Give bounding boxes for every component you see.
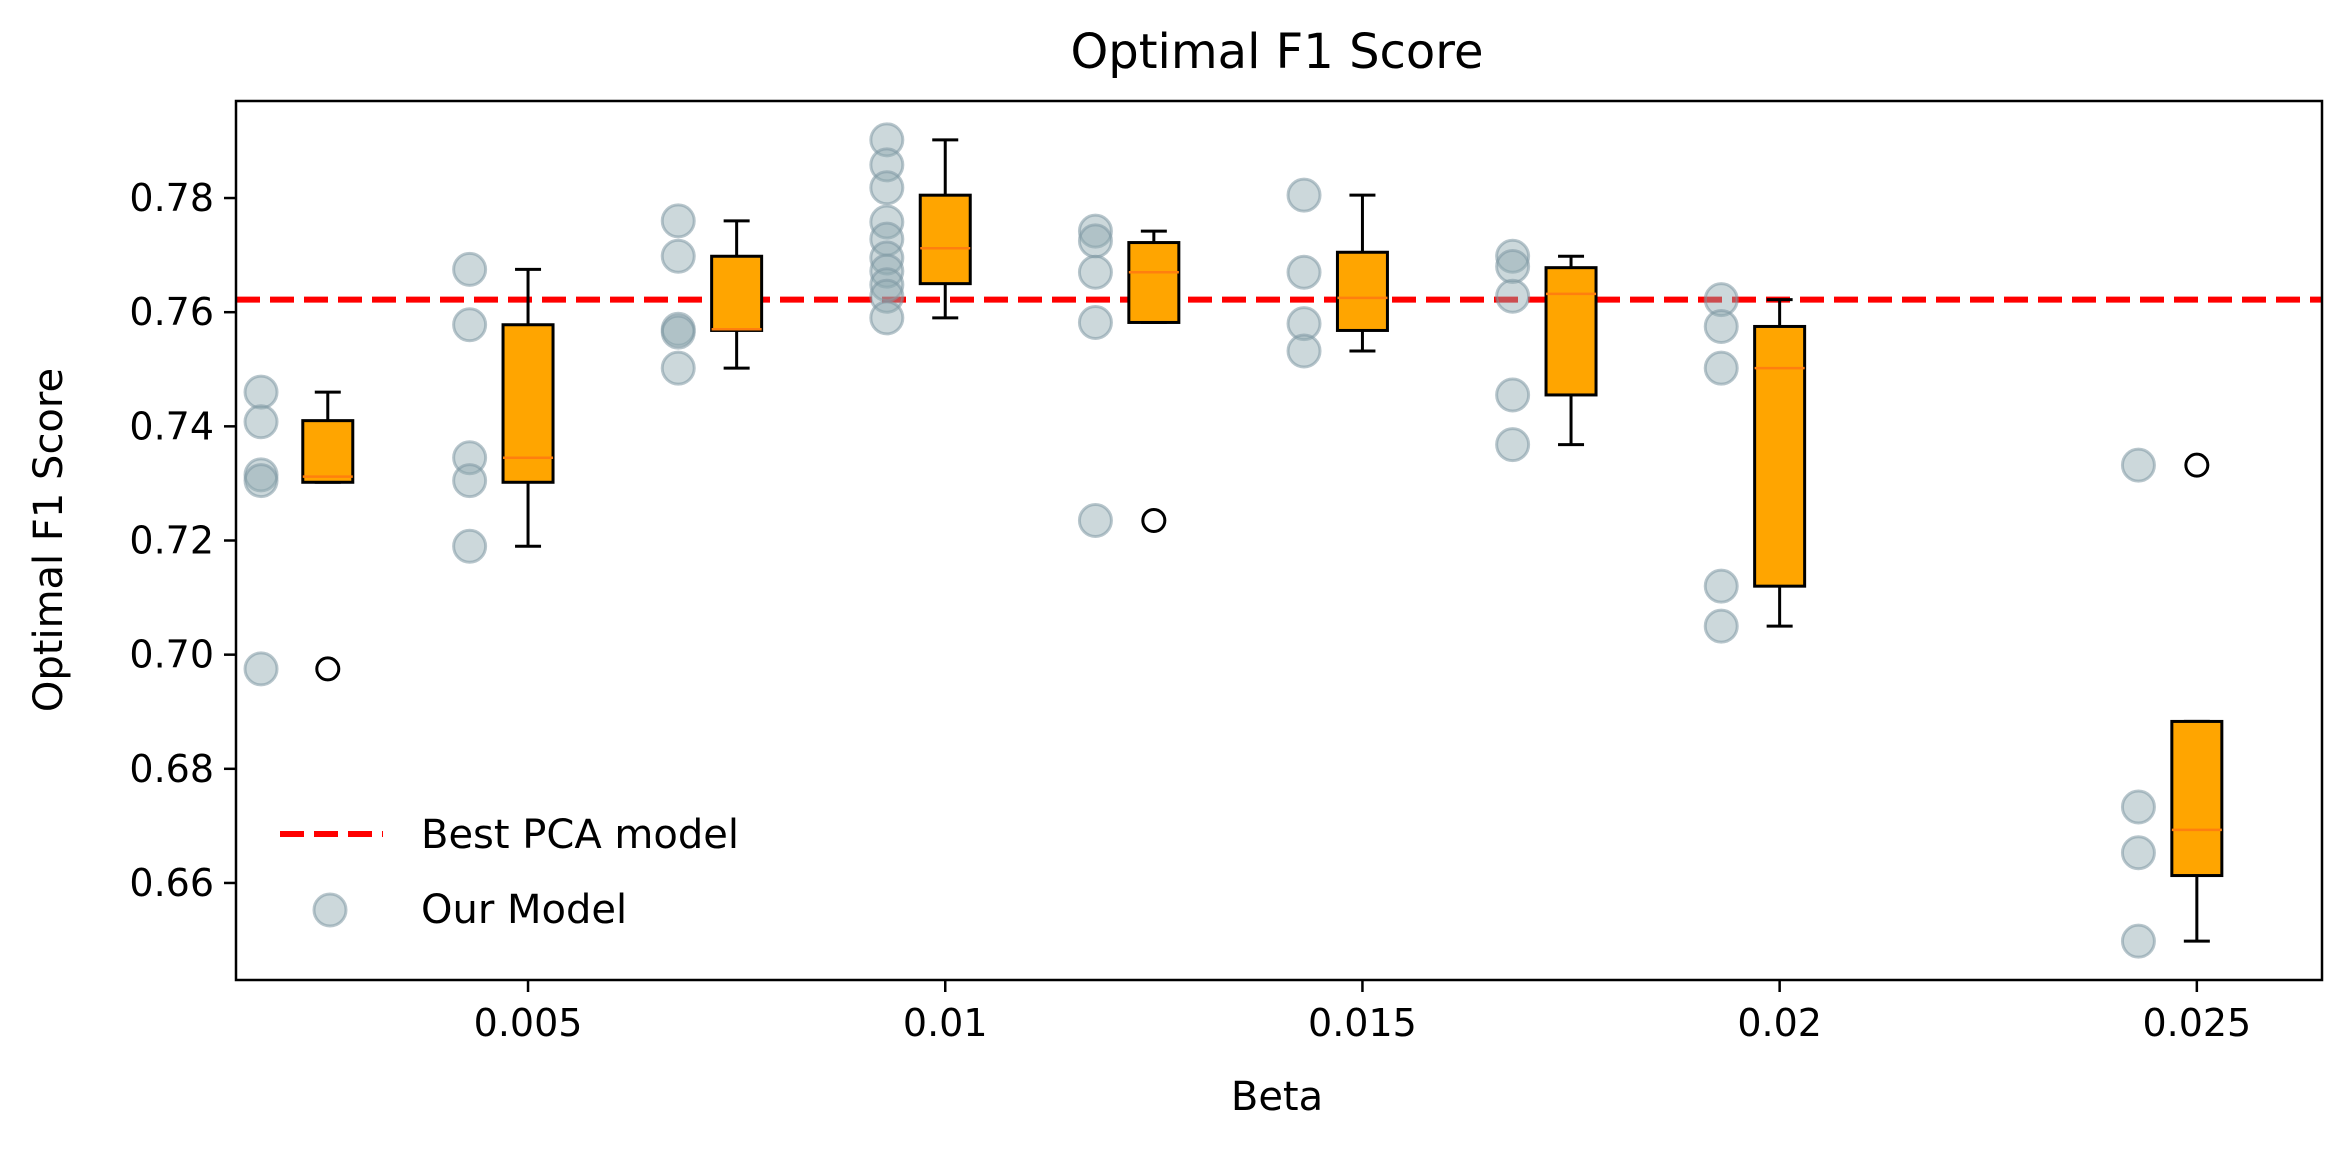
y-tick-label: 0.72 <box>129 519 214 563</box>
x-tick-label: 0.025 <box>2142 1001 2251 1045</box>
scatter-point <box>1703 308 1739 344</box>
y-tick-label: 0.76 <box>129 290 214 334</box>
chart-title: Optimal F1 Score <box>1070 24 1483 80</box>
scatter-point <box>1495 278 1531 314</box>
y-tick-label: 0.66 <box>129 861 214 905</box>
scatter-point <box>1703 568 1739 604</box>
box-body <box>1544 266 1598 397</box>
scatter-point <box>1495 238 1531 274</box>
scatter-point <box>1286 177 1322 213</box>
legend: Best PCA model Our Model <box>280 812 739 933</box>
scatter-point <box>1286 333 1322 369</box>
x-tick-label: 0.005 <box>474 1001 583 1045</box>
box-body <box>1127 241 1181 324</box>
scatter-point <box>869 253 905 289</box>
scatter-point <box>2120 447 2156 483</box>
scatter-point <box>1286 306 1322 342</box>
box-body <box>2170 719 2224 878</box>
x-axis-label: Beta <box>1231 1074 1323 1120</box>
scatter-point <box>1703 608 1739 644</box>
scatter-point <box>660 350 696 386</box>
legend-label-our-model: Our Model <box>421 887 627 933</box>
y-axis-label: Optimal F1 Score <box>26 368 72 712</box>
scatter-point <box>1495 249 1531 285</box>
box-body <box>1335 250 1389 332</box>
plot-area <box>236 122 2322 959</box>
box-body <box>301 419 355 484</box>
box-body <box>918 193 972 286</box>
x-tick-label: 0.02 <box>1737 1001 1822 1045</box>
scatter-point <box>1077 213 1113 249</box>
scatter-point <box>452 463 488 499</box>
y-tick-label: 0.78 <box>129 176 214 220</box>
scatter-point <box>2120 789 2156 825</box>
scatter-point <box>1495 427 1531 463</box>
scatter-point <box>452 251 488 287</box>
scatter-point <box>2120 923 2156 959</box>
scatter-point <box>243 374 279 410</box>
legend-label-best-pca: Best PCA model <box>421 812 739 858</box>
x-tick-label: 0.015 <box>1308 1001 1417 1045</box>
scatter-point <box>869 240 905 276</box>
scatter-point <box>1286 254 1322 290</box>
box-body <box>710 254 764 332</box>
scatter-point <box>243 463 279 499</box>
scatter-point <box>869 300 905 336</box>
x-tick-label: 0.01 <box>903 1001 988 1045</box>
axes: 0.005 0.01 0.015 0.02 0.025 0.66 0.68 0.70 0.72 0… <box>129 99 2324 1045</box>
box-body <box>1753 324 1807 588</box>
scatter-point <box>1077 304 1113 340</box>
box-outlier <box>1141 508 1167 534</box>
scatter-point <box>243 651 279 687</box>
box-body <box>501 323 555 484</box>
y-tick-label: 0.68 <box>129 747 214 791</box>
scatter-point <box>1077 254 1113 290</box>
legend-marker-swatch <box>312 892 348 928</box>
scatter-point <box>2120 835 2156 871</box>
scatter-point <box>1495 377 1531 413</box>
box-outlier <box>315 656 341 682</box>
scatter-point <box>660 314 696 350</box>
scatter-point <box>1703 350 1739 386</box>
y-tick-label: 0.70 <box>129 633 214 677</box>
box-outlier <box>2184 452 2210 478</box>
scatter-point <box>869 170 905 206</box>
scatter-point <box>1077 223 1113 259</box>
scatter-point <box>243 404 279 440</box>
scatter-point <box>1077 503 1113 539</box>
scatter-point <box>452 307 488 343</box>
scatter-point <box>869 122 905 158</box>
scatter-point <box>660 203 696 239</box>
y-tick-label: 0.74 <box>129 404 214 448</box>
scatter-point <box>660 238 696 274</box>
scatter-point <box>1703 282 1739 318</box>
scatter-point <box>452 528 488 564</box>
